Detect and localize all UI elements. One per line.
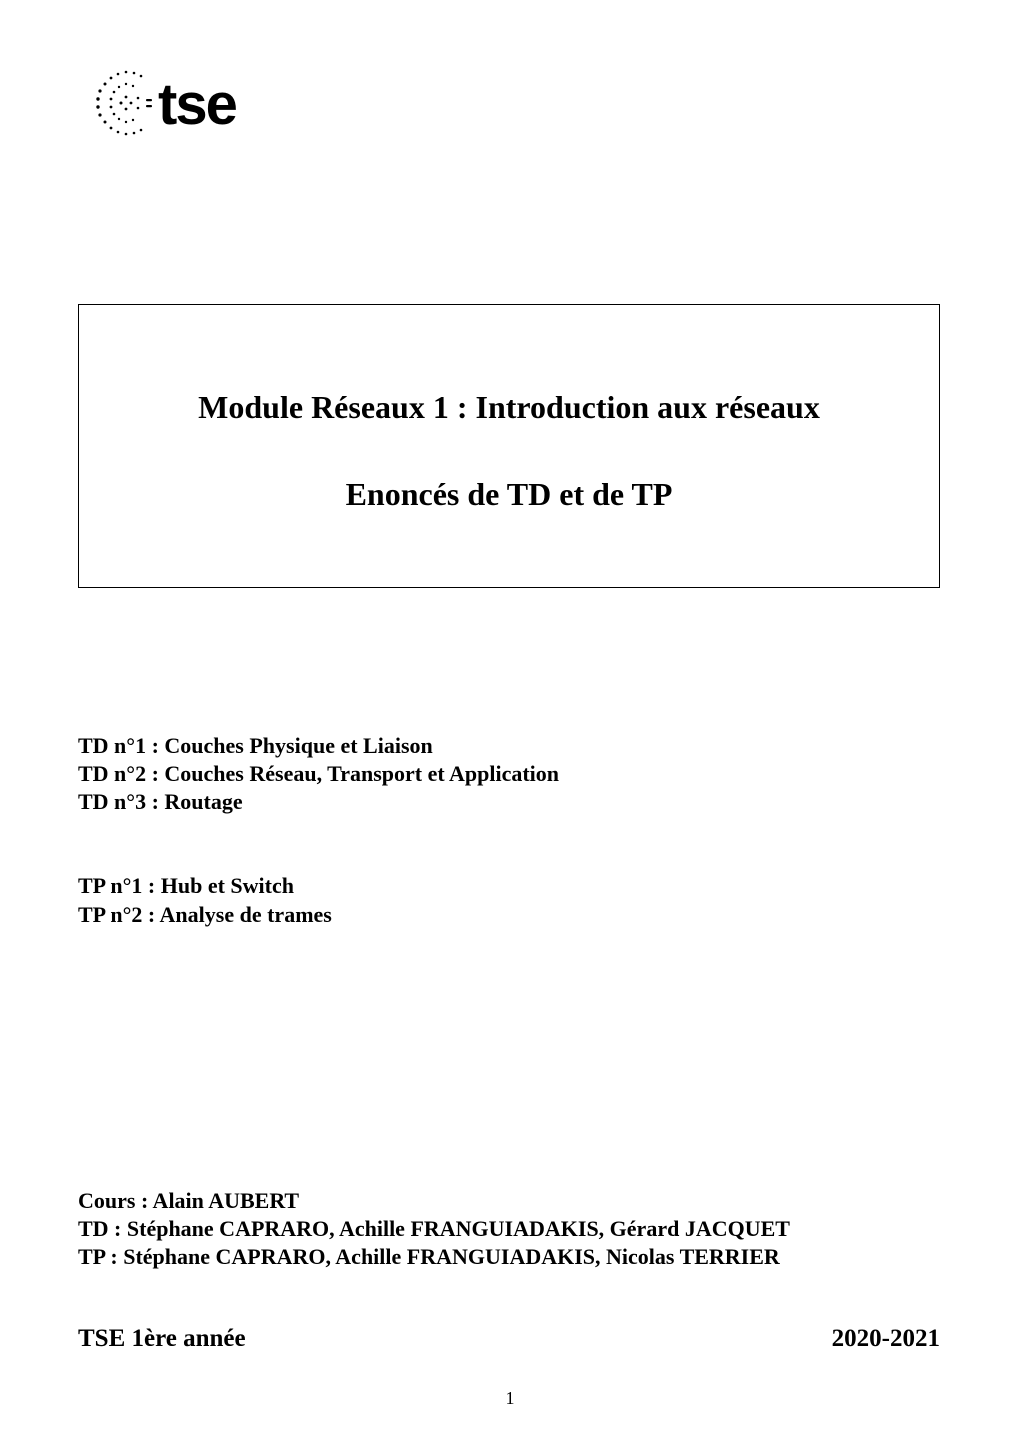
program-year: TSE 1ère année (78, 1325, 246, 1353)
td-item: TD n°2 : Couches Réseau, Transport et Ap… (78, 760, 940, 788)
credits: Cours : Alain AUBERT TD : Stéphane CAPRA… (78, 1187, 940, 1271)
td-item: TD n°3 : Routage (78, 788, 940, 816)
credit-line-td: TD : Stéphane CAPRARO, Achille FRANGUIAD… (78, 1215, 940, 1243)
tse-logo-text: tse (158, 72, 237, 137)
credit-line-tp: TP : Stéphane CAPRARO, Achille FRANGUIAD… (78, 1243, 940, 1271)
page-container: tse Module Réseaux 1 : Introduction aux … (0, 0, 1020, 1443)
page-number: 1 (0, 1388, 1020, 1409)
tse-logo-svg: tse (86, 62, 308, 144)
tp-item: TP n°1 : Hub et Switch (78, 872, 940, 900)
title-frame: Module Réseaux 1 : Introduction aux rése… (78, 304, 940, 588)
td-list: TD n°1 : Couches Physique et Liaison TD … (78, 732, 940, 816)
tp-item: TP n°2 : Analyse de trames (78, 901, 940, 929)
tp-list: TP n°1 : Hub et Switch TP n°2 : Analyse … (78, 872, 940, 928)
footer-row: TSE 1ère année 2020-2021 (78, 1325, 940, 1353)
td-item: TD n°1 : Couches Physique et Liaison (78, 732, 940, 760)
document-subtitle: Enoncés de TD et de TP (109, 476, 909, 513)
module-title: Module Réseaux 1 : Introduction aux rése… (109, 389, 909, 426)
credit-line-cours: Cours : Alain AUBERT (78, 1187, 940, 1215)
tse-logo: tse (86, 62, 940, 149)
academic-year: 2020-2021 (832, 1325, 940, 1353)
